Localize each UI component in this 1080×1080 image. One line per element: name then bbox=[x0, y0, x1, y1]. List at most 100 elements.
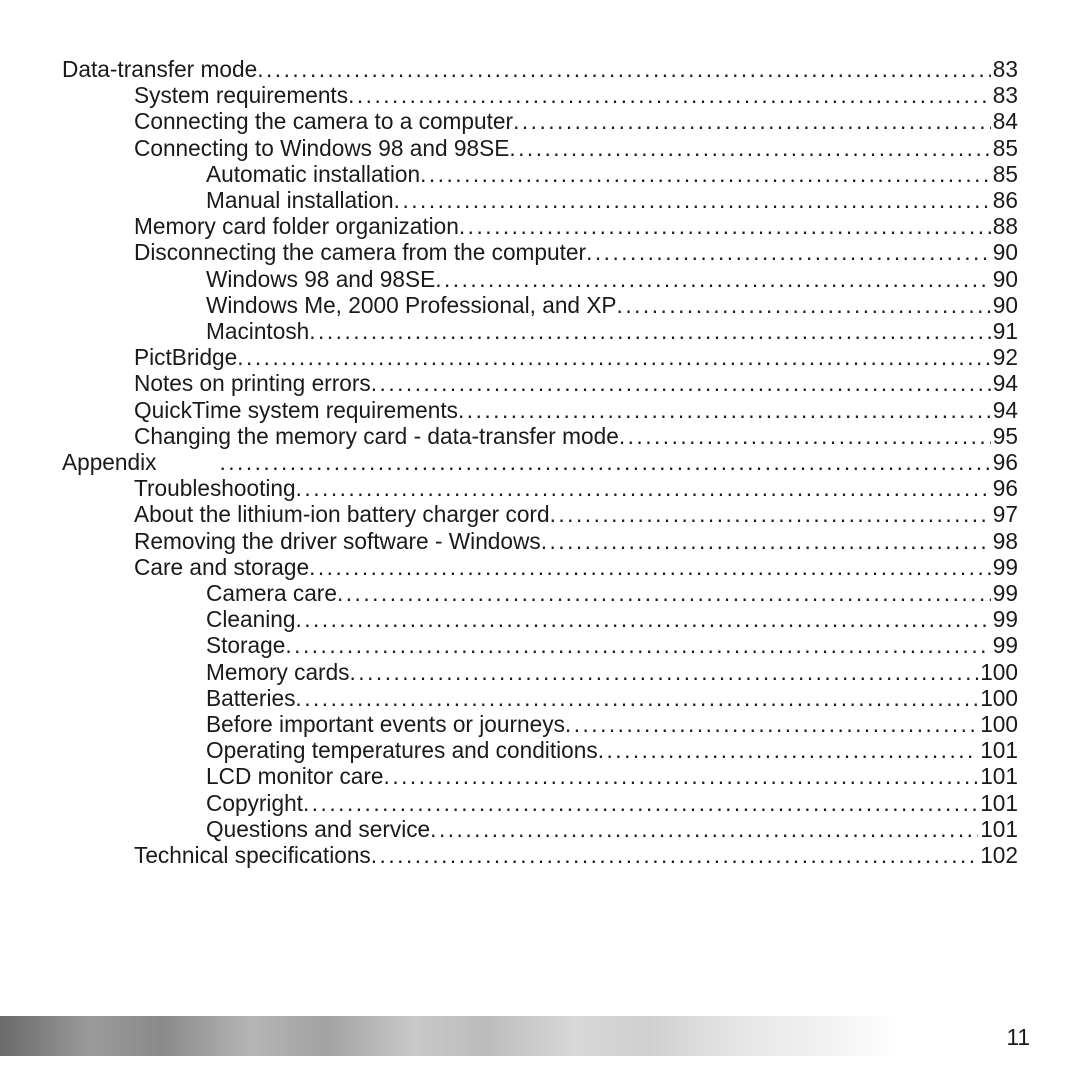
toc-page-number: 101 bbox=[978, 790, 1018, 816]
toc-leader-dots bbox=[509, 135, 990, 161]
toc-entry: Connecting to Windows 98 and 98SE 85 bbox=[62, 135, 1018, 161]
toc-label: Memory cards bbox=[206, 659, 350, 685]
toc-page-number: 91 bbox=[991, 318, 1018, 344]
toc-entry: Windows 98 and 98SE 90 bbox=[62, 266, 1018, 292]
toc-page-number: 90 bbox=[991, 239, 1018, 265]
toc-page-number: 100 bbox=[978, 711, 1018, 737]
toc-entry: QuickTime system requirements 94 bbox=[62, 397, 1018, 423]
toc-label: Notes on printing errors bbox=[134, 370, 371, 396]
toc-label: Windows Me, 2000 Professional, and XP bbox=[206, 292, 617, 318]
toc-entry: Memory card folder organization88 bbox=[62, 213, 1018, 239]
toc-leader-dots bbox=[550, 501, 991, 527]
toc-page-number: 97 bbox=[991, 501, 1018, 527]
toc-page-number: 101 bbox=[978, 737, 1018, 763]
toc-page-number: 100 bbox=[978, 659, 1018, 685]
toc-entry: LCD monitor care 101 bbox=[62, 763, 1018, 789]
toc-leader-dots bbox=[617, 292, 991, 318]
toc-entry: Copyright 101 bbox=[62, 790, 1018, 816]
toc-label: Connecting the camera to a computer bbox=[134, 108, 513, 134]
toc-leader-dots bbox=[303, 790, 978, 816]
footer-gradient-bar bbox=[0, 1016, 900, 1056]
toc-label: Memory card folder organization bbox=[134, 213, 459, 239]
toc-page-number: 100 bbox=[978, 685, 1018, 711]
toc-entry: Notes on printing errors94 bbox=[62, 370, 1018, 396]
toc-page-number: 92 bbox=[991, 344, 1018, 370]
toc-label: Operating temperatures and conditions bbox=[206, 737, 598, 763]
toc-label: Storage bbox=[206, 632, 285, 658]
toc-page-number: 95 bbox=[991, 423, 1018, 449]
toc-entry: Storage 99 bbox=[62, 632, 1018, 658]
page-number: 11 bbox=[1006, 1024, 1030, 1051]
toc-leader-dots bbox=[371, 842, 978, 868]
toc-page-number: 101 bbox=[978, 763, 1018, 789]
toc-leader-dots bbox=[295, 606, 990, 632]
toc-entry: System requirements83 bbox=[62, 82, 1018, 108]
toc-leader-dots bbox=[619, 423, 991, 449]
toc-leader-dots bbox=[295, 685, 978, 711]
toc-leader-dots bbox=[350, 659, 979, 685]
toc-leader-dots bbox=[586, 239, 991, 265]
toc-entry: Questions and service 101 bbox=[62, 816, 1018, 842]
toc-leader-dots bbox=[237, 344, 991, 370]
toc-label: QuickTime system requirements bbox=[134, 397, 458, 423]
toc-label: LCD monitor care bbox=[206, 763, 384, 789]
toc-label: Technical specifications bbox=[134, 842, 371, 868]
toc-page-number: 99 bbox=[991, 632, 1018, 658]
toc-entry: Windows Me, 2000 Professional, and XP 90 bbox=[62, 292, 1018, 318]
toc-entry: Camera care 99 bbox=[62, 580, 1018, 606]
toc-page-number: 98 bbox=[991, 528, 1018, 554]
toc-label: Automatic installation bbox=[206, 161, 420, 187]
toc-entry: Data-transfer mode 83 bbox=[62, 56, 1018, 82]
toc-label: Appendix bbox=[62, 449, 156, 475]
toc-label: Removing the driver software - Windows bbox=[134, 528, 541, 554]
toc-label: Macintosh bbox=[206, 318, 309, 344]
toc-page-number: 83 bbox=[991, 82, 1018, 108]
toc-entry: Operating temperatures and conditions 10… bbox=[62, 737, 1018, 763]
toc-entry: About the lithium-ion battery charger co… bbox=[62, 501, 1018, 527]
toc-page-number: 85 bbox=[991, 135, 1018, 161]
toc-page-number: 99 bbox=[991, 606, 1018, 632]
toc-entry: Manual installation 86 bbox=[62, 187, 1018, 213]
toc-leader-dots bbox=[458, 397, 991, 423]
toc-page-number: 102 bbox=[978, 842, 1018, 868]
toc-entry: Appendix 96 bbox=[62, 449, 1018, 475]
toc-entry: PictBridge 92 bbox=[62, 344, 1018, 370]
toc-page: Data-transfer mode 83System requirements… bbox=[0, 0, 1080, 868]
toc-label: Manual installation bbox=[206, 187, 394, 213]
toc-label: Connecting to Windows 98 and 98SE bbox=[134, 135, 509, 161]
toc-label: PictBridge bbox=[134, 344, 237, 370]
toc-entry: Removing the driver software - Windows 98 bbox=[62, 528, 1018, 554]
toc-leader-dots bbox=[296, 475, 991, 501]
toc-page-number: 101 bbox=[978, 816, 1018, 842]
toc-page-number: 90 bbox=[991, 266, 1018, 292]
toc-label: Disconnecting the camera from the comput… bbox=[134, 239, 586, 265]
toc-leader-dots bbox=[541, 528, 991, 554]
toc-page-number: 99 bbox=[991, 580, 1018, 606]
toc-page-number: 96 bbox=[991, 475, 1018, 501]
toc-label: Copyright bbox=[206, 790, 303, 816]
toc-leader-dots bbox=[459, 213, 991, 239]
toc-page-number: 99 bbox=[991, 554, 1018, 580]
toc-leader-dots bbox=[394, 187, 991, 213]
toc-entry: Troubleshooting 96 bbox=[62, 475, 1018, 501]
toc-label: Care and storage bbox=[134, 554, 309, 580]
toc-entry: Changing the memory card - data-transfer… bbox=[62, 423, 1018, 449]
toc-label: Batteries bbox=[206, 685, 295, 711]
toc-leader-dots bbox=[420, 161, 991, 187]
toc-entry: Before important events or journeys 100 bbox=[62, 711, 1018, 737]
toc-label: Questions and service bbox=[206, 816, 430, 842]
toc-entry: Memory cards 100 bbox=[62, 659, 1018, 685]
toc-page-number: 84 bbox=[991, 108, 1018, 134]
toc-entry: Automatic installation 85 bbox=[62, 161, 1018, 187]
toc-page-number: 85 bbox=[991, 161, 1018, 187]
toc-leader-dots bbox=[309, 554, 991, 580]
toc-label: Windows 98 and 98SE bbox=[206, 266, 435, 292]
toc-label: Cleaning bbox=[206, 606, 295, 632]
toc-leader-dots bbox=[435, 266, 991, 292]
toc-entry: Macintosh 91 bbox=[62, 318, 1018, 344]
toc-label: Before important events or journeys bbox=[206, 711, 565, 737]
toc-label: Camera care bbox=[206, 580, 337, 606]
toc-label: Changing the memory card - data-transfer… bbox=[134, 423, 619, 449]
toc-leader-dots bbox=[285, 632, 990, 658]
toc-entry: Care and storage 99 bbox=[62, 554, 1018, 580]
